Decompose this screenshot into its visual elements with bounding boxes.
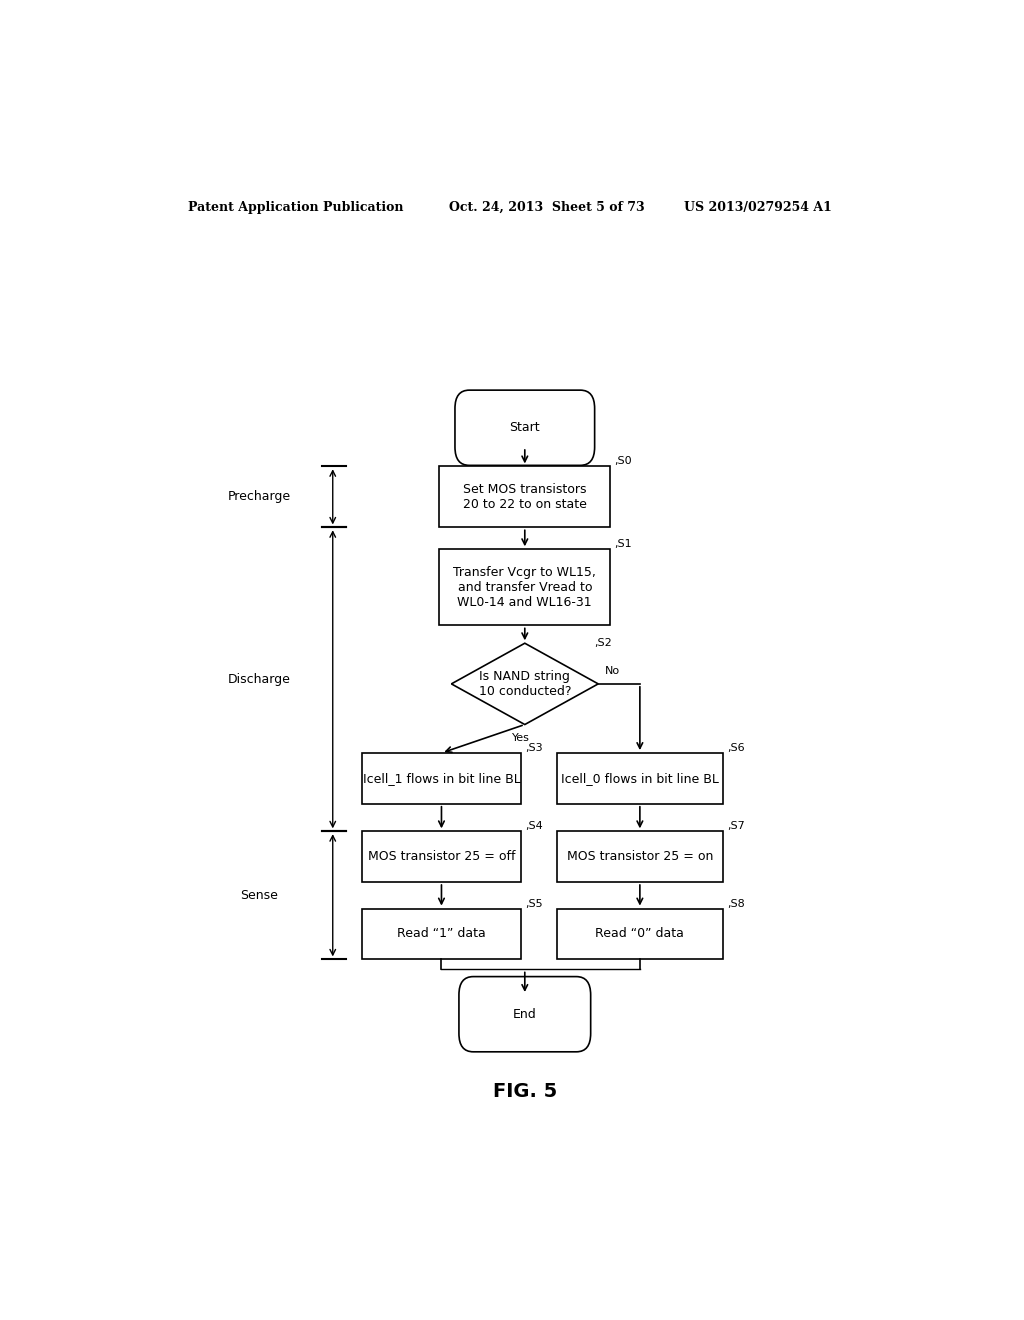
Text: ,S2: ,S2 (594, 639, 612, 648)
FancyBboxPatch shape (439, 466, 610, 528)
FancyBboxPatch shape (455, 391, 595, 466)
Text: Icell_1 flows in bit line BL: Icell_1 flows in bit line BL (362, 772, 520, 785)
Text: ,S4: ,S4 (524, 821, 543, 832)
Text: ,S1: ,S1 (614, 539, 632, 549)
FancyBboxPatch shape (362, 832, 521, 882)
Text: Set MOS transistors
20 to 22 to on state: Set MOS transistors 20 to 22 to on state (463, 483, 587, 511)
FancyBboxPatch shape (557, 832, 723, 882)
Text: US 2013/0279254 A1: US 2013/0279254 A1 (684, 201, 831, 214)
Text: Is NAND string
10 conducted?: Is NAND string 10 conducted? (478, 669, 571, 698)
FancyBboxPatch shape (439, 549, 610, 626)
Text: ,S7: ,S7 (727, 821, 744, 832)
Text: ,S3: ,S3 (524, 743, 543, 752)
Text: No: No (604, 665, 620, 676)
Text: Patent Application Publication: Patent Application Publication (187, 201, 403, 214)
Text: ,S5: ,S5 (524, 899, 543, 908)
FancyBboxPatch shape (459, 977, 591, 1052)
Polygon shape (452, 643, 598, 725)
Text: Precharge: Precharge (227, 490, 291, 503)
Text: Icell_0 flows in bit line BL: Icell_0 flows in bit line BL (561, 772, 719, 785)
Text: ,S0: ,S0 (614, 457, 632, 466)
FancyBboxPatch shape (557, 908, 723, 960)
Text: End: End (513, 1007, 537, 1020)
Text: Read “1” data: Read “1” data (397, 928, 485, 940)
FancyBboxPatch shape (362, 908, 521, 960)
Text: Oct. 24, 2013  Sheet 5 of 73: Oct. 24, 2013 Sheet 5 of 73 (450, 201, 645, 214)
Text: MOS transistor 25 = on: MOS transistor 25 = on (566, 850, 713, 863)
Text: Transfer Vcgr to WL15,
and transfer Vread to
WL0-14 and WL16-31: Transfer Vcgr to WL15, and transfer Vrea… (454, 566, 596, 609)
Text: ,S8: ,S8 (727, 899, 744, 908)
FancyBboxPatch shape (362, 752, 521, 804)
Text: Discharge: Discharge (227, 673, 291, 686)
Text: Read “0” data: Read “0” data (595, 928, 684, 940)
Text: FIG. 5: FIG. 5 (493, 1082, 557, 1101)
Text: Sense: Sense (240, 888, 278, 902)
Text: MOS transistor 25 = off: MOS transistor 25 = off (368, 850, 515, 863)
Text: Start: Start (510, 421, 540, 434)
Text: Yes: Yes (512, 733, 529, 743)
FancyBboxPatch shape (557, 752, 723, 804)
Text: ,S6: ,S6 (727, 743, 744, 752)
